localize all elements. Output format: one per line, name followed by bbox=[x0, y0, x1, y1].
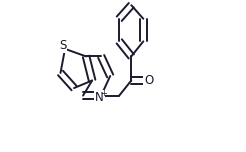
Text: N: N bbox=[95, 91, 104, 104]
Text: O: O bbox=[144, 74, 154, 87]
Text: S: S bbox=[59, 39, 66, 52]
Text: +: + bbox=[100, 89, 107, 98]
